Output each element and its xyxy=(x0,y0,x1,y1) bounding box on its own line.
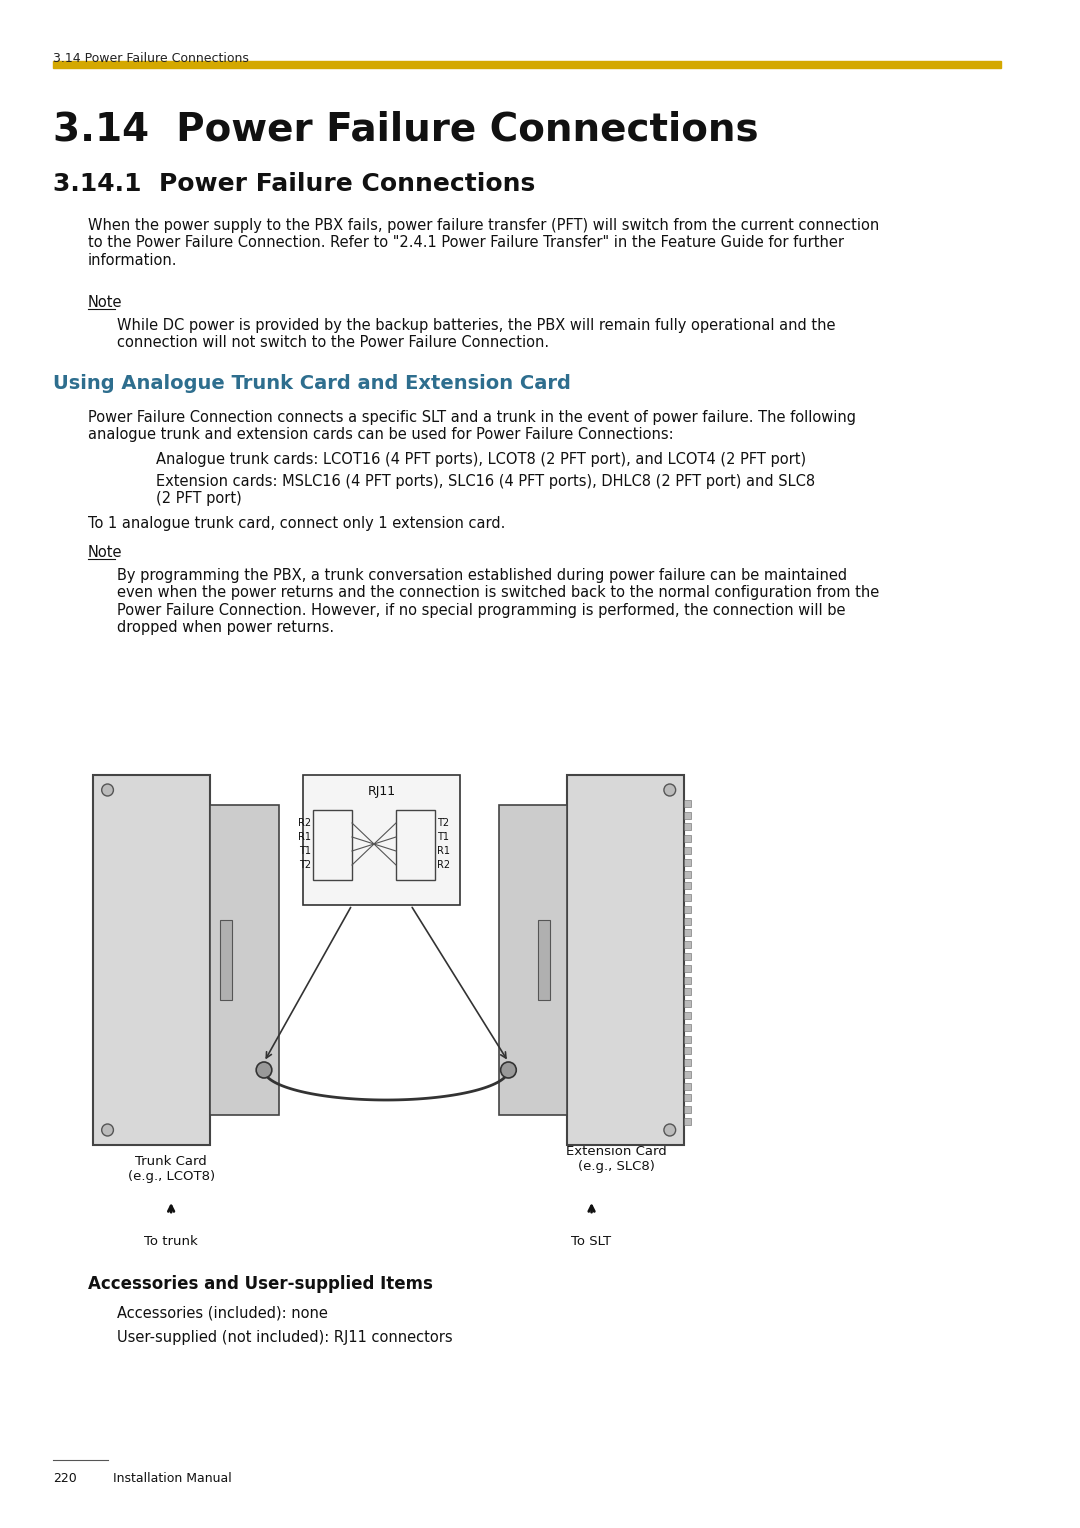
Bar xyxy=(685,871,691,877)
Text: T2: T2 xyxy=(437,817,449,828)
Bar xyxy=(685,1094,691,1102)
Bar xyxy=(685,953,691,960)
Text: Note: Note xyxy=(87,295,122,310)
Text: Accessories and User-supplied Items: Accessories and User-supplied Items xyxy=(87,1274,433,1293)
Text: To SLT: To SLT xyxy=(571,1235,611,1248)
Text: Analogue trunk cards: LCOT16 (4 PFT ports), LCOT8 (2 PFT port), and LCOT4 (2 PFT: Analogue trunk cards: LCOT16 (4 PFT port… xyxy=(157,452,807,468)
Text: Power Failure Connection connects a specific SLT and a trunk in the event of pow: Power Failure Connection connects a spec… xyxy=(87,410,856,443)
Bar xyxy=(303,775,460,905)
Bar xyxy=(685,906,691,912)
Bar xyxy=(313,810,352,880)
Circle shape xyxy=(102,784,113,796)
Text: T1: T1 xyxy=(437,833,449,842)
Text: Using Analogue Trunk Card and Extension Card: Using Analogue Trunk Card and Extension … xyxy=(53,374,570,393)
Text: R2: R2 xyxy=(437,860,450,869)
Bar xyxy=(685,859,691,866)
Circle shape xyxy=(256,1062,272,1077)
Text: 3.14  Power Failure Connections: 3.14 Power Failure Connections xyxy=(53,110,758,148)
Text: Extension cards: MSLC16 (4 PFT ports), SLC16 (4 PFT ports), DHLC8 (2 PFT port) a: Extension cards: MSLC16 (4 PFT ports), S… xyxy=(157,474,815,506)
Bar xyxy=(220,920,232,999)
Text: Installation Manual: Installation Manual xyxy=(113,1471,232,1485)
Bar xyxy=(685,1118,691,1125)
Bar xyxy=(685,1024,691,1031)
Bar xyxy=(93,775,211,1144)
Text: T1: T1 xyxy=(299,847,311,856)
Text: To 1 analogue trunk card, connect only 1 extension card.: To 1 analogue trunk card, connect only 1… xyxy=(87,516,505,532)
Circle shape xyxy=(102,1125,113,1135)
Text: Extension Card
(e.g., SLC8): Extension Card (e.g., SLC8) xyxy=(566,1144,666,1174)
Text: While DC power is provided by the backup batteries, the PBX will remain fully op: While DC power is provided by the backup… xyxy=(118,318,836,350)
Bar xyxy=(685,1047,691,1054)
Bar xyxy=(685,1071,691,1077)
Bar xyxy=(685,811,691,819)
Text: Note: Note xyxy=(87,545,122,559)
Text: User-supplied (not included): RJ11 connectors: User-supplied (not included): RJ11 conne… xyxy=(118,1329,453,1345)
Bar xyxy=(211,805,279,1115)
Circle shape xyxy=(501,1062,516,1077)
Circle shape xyxy=(664,784,676,796)
Bar xyxy=(685,1083,691,1089)
Text: T2: T2 xyxy=(299,860,311,869)
Circle shape xyxy=(664,1125,676,1135)
Bar xyxy=(685,824,691,830)
Bar xyxy=(685,836,691,842)
Bar xyxy=(538,920,550,999)
Bar xyxy=(685,847,691,854)
Bar xyxy=(396,810,435,880)
Text: R1: R1 xyxy=(437,847,450,856)
Text: Trunk Card
(e.g., LCOT8): Trunk Card (e.g., LCOT8) xyxy=(127,1155,215,1183)
Bar xyxy=(685,929,691,937)
Text: By programming the PBX, a trunk conversation established during power failure ca: By programming the PBX, a trunk conversa… xyxy=(118,568,879,636)
Bar xyxy=(685,799,691,807)
Bar xyxy=(499,805,567,1115)
Text: To trunk: To trunk xyxy=(145,1235,198,1248)
Text: 3.14.1  Power Failure Connections: 3.14.1 Power Failure Connections xyxy=(53,173,535,196)
Bar xyxy=(685,882,691,889)
Text: 220: 220 xyxy=(53,1471,77,1485)
Bar xyxy=(685,1036,691,1042)
Text: 3.14 Power Failure Connections: 3.14 Power Failure Connections xyxy=(53,52,248,66)
Bar xyxy=(685,894,691,902)
Bar xyxy=(685,1012,691,1019)
Bar xyxy=(685,1106,691,1114)
Bar xyxy=(685,964,691,972)
Bar xyxy=(685,941,691,949)
Text: R2: R2 xyxy=(298,817,311,828)
Bar xyxy=(685,1059,691,1067)
Text: R1: R1 xyxy=(298,833,311,842)
Bar xyxy=(53,61,1001,69)
Bar xyxy=(685,976,691,984)
Bar xyxy=(685,1001,691,1007)
Text: RJ11: RJ11 xyxy=(367,785,395,798)
Bar xyxy=(685,989,691,995)
Text: Accessories (included): none: Accessories (included): none xyxy=(118,1305,328,1320)
Bar xyxy=(685,918,691,924)
Bar xyxy=(567,775,685,1144)
Text: When the power supply to the PBX fails, power failure transfer (PFT) will switch: When the power supply to the PBX fails, … xyxy=(87,219,879,267)
